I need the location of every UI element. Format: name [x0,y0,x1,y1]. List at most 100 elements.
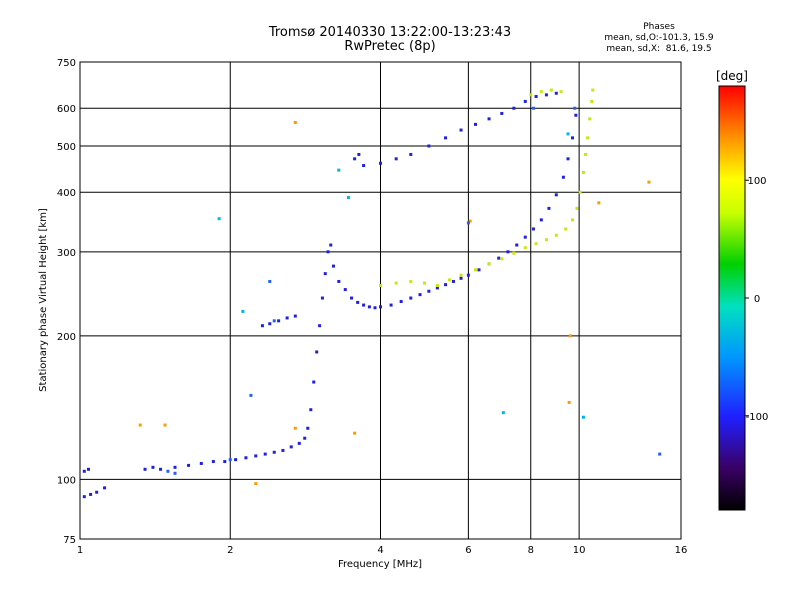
data-point [575,206,579,210]
data-point [590,99,594,103]
data-point [418,293,422,297]
y-tick-label: 750 [57,58,76,69]
data-point [468,219,472,223]
data-point [539,90,543,94]
y-tick-label: 75 [63,535,76,546]
data-point [547,206,551,210]
data-point [549,88,553,92]
data-point [357,152,361,156]
data-point [531,227,535,231]
data-point [297,441,301,445]
data-point [379,161,382,165]
data-point [554,233,558,237]
data-points [82,88,662,499]
data-point [567,400,571,404]
data-point [367,305,371,309]
data-point [373,306,377,310]
data-point [487,262,491,266]
x-tick-label: 10 [573,545,586,556]
data-point [571,218,575,222]
data-point [293,121,297,125]
data-point [244,456,248,460]
y-tick-label: 600 [57,104,76,115]
data-point [477,268,481,272]
data-point [584,152,588,156]
data-point [427,144,431,148]
data-point [568,334,572,338]
data-point [399,300,403,304]
data-point [581,415,585,419]
data-point [466,273,470,277]
data-point [315,350,319,354]
data-point [506,250,510,254]
data-point [588,117,592,121]
y-tick-label: 200 [57,332,76,343]
colorbar-tick-label: 0 [754,294,760,305]
data-point [531,106,535,110]
data-point [103,486,107,490]
data-point [444,136,448,140]
x-tick-label: 1 [77,545,83,556]
data-point [281,448,285,452]
data-point [586,136,590,140]
data-point [427,289,431,293]
data-point [501,411,505,415]
data-point [573,106,577,110]
data-point [263,452,267,456]
data-point [554,91,558,95]
data-point [523,246,527,250]
phase-stats-o: mean, sd,O:-101.3, 15.9 [604,33,714,43]
data-point [466,221,470,225]
data-point [326,250,330,254]
data-point [309,408,313,412]
y-tick-label: 100 [57,475,76,486]
data-point [578,190,582,194]
data-point [320,296,324,300]
data-point [268,322,272,326]
data-point [523,99,527,103]
data-point [647,180,651,184]
data-point [199,461,203,465]
y-tick-label: 400 [57,188,76,199]
data-point [571,136,575,140]
data-point [422,281,426,285]
colorbar-ticks: 100 0 -100 [745,176,768,423]
chart-subtitle: RwPretec (8p) [344,39,436,54]
data-point [151,465,155,469]
colorbar [718,85,746,511]
data-point [523,235,527,239]
data-point [277,319,281,323]
data-point [544,93,548,97]
data-point [566,132,570,136]
colorbar-tick-label: 100 [747,176,766,187]
data-point [459,273,463,277]
data-point [143,467,147,471]
data-point [534,94,538,98]
data-point [331,264,335,268]
data-point [394,157,398,161]
data-point [515,243,519,247]
data-point [272,450,276,454]
data-point [285,316,289,320]
data-point [306,426,310,430]
data-point [254,454,258,458]
data-point [268,279,272,283]
phase-stats-block: Phases mean, sd,O:-101.3, 15.9 mean, sd,… [604,22,714,55]
data-point [574,113,578,117]
y-axis-title: Stationary phase Virtual Height [km] [38,208,49,392]
x-tick-label: 8 [528,545,534,556]
data-point [95,490,99,494]
x-axis-title: Frequency [MHz] [338,559,422,570]
data-point [254,482,258,486]
data-point [561,175,565,179]
data-point [293,426,297,430]
data-point [249,393,253,397]
chart-title-block: Tromsø 20140330 13:22:00-13:23:43 RwPret… [180,26,600,54]
data-point [473,122,477,126]
data-point [500,111,504,115]
data-point [337,168,341,172]
colorbar-unit: [deg] [716,69,748,83]
data-point [260,324,264,328]
data-point [173,465,177,469]
